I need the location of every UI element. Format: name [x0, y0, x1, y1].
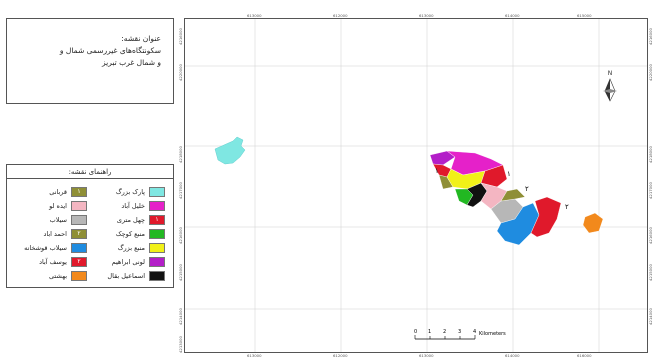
legend-title: راهنمای نقشه: — [68, 168, 112, 176]
legend-swatch: ۲ — [71, 229, 87, 239]
settlement-label-2a: ۲ — [525, 185, 529, 193]
scale-tick-0: 0 — [414, 329, 417, 335]
legend-swatch — [71, 271, 87, 281]
legend-swatch — [149, 257, 165, 267]
legend-label: قربانی — [49, 188, 67, 196]
x-tick-top-3: 614000 — [505, 13, 520, 18]
map-title-heading: عنوان نقشه: — [121, 34, 161, 43]
x-tick-bottom-1: 612000 — [333, 353, 348, 358]
scale-tick-2: 2 — [443, 329, 446, 335]
legend-item: منبع بزرگ — [87, 243, 165, 253]
legend-swatch — [71, 201, 87, 211]
x-tick-bottom-4: 616000 — [577, 353, 592, 358]
scale-tick-4: 4 — [473, 329, 476, 335]
y-tick-left-0: 4216000 — [178, 28, 183, 45]
legend-label: سیلاب — [49, 216, 67, 224]
legend-label: لونی ابراهیم — [111, 258, 145, 266]
y-tick-right-0: 4216000 — [648, 28, 653, 45]
north-arrow-label: N — [608, 70, 613, 77]
map-frame: ۱ ۱ ۲ ۲ N 0 1 2 3 4 Kilometers 613000 61 — [178, 13, 653, 358]
legend-item: سیلاب — [9, 215, 87, 225]
legend-swatch — [149, 229, 165, 239]
legend-swatch — [149, 243, 165, 253]
legend-label: یوسف آباد — [39, 258, 67, 266]
settlement-yousef-abad — [530, 196, 562, 238]
x-tick-top-1: 612000 — [333, 13, 348, 18]
legend-swatch: ۲ — [71, 257, 87, 267]
legend-item: خلیل آباد — [87, 201, 165, 211]
y-tick-left-5: 4215000 — [178, 264, 183, 281]
legend-swatch: ۱ — [71, 187, 87, 197]
scale-tick-1: 1 — [428, 329, 431, 335]
legend-label: ایده لو — [49, 202, 67, 210]
legend-item: سیلاب قوشخانه — [9, 243, 87, 253]
settlement-ahmad-abad — [500, 188, 526, 202]
legend-item: پارک بزرگ — [87, 187, 165, 197]
settlement-chehel-metri-2 — [480, 164, 508, 188]
y-tick-left-7: 4213000 — [178, 336, 183, 353]
legend-item: ۲ یوسف آباد — [9, 257, 87, 267]
settlement-lavi-ebrahim — [429, 150, 456, 166]
y-tick-left-4: 4216000 — [178, 227, 183, 244]
x-tick-top-2: 613000 — [419, 13, 434, 18]
settlement-beheshti — [582, 212, 604, 234]
legend-label: منبع کوچک — [115, 230, 145, 238]
y-tick-right-1: 4220000 — [648, 64, 653, 81]
y-tick-right-3: 4217000 — [648, 182, 653, 199]
legend-item: بهشتی — [9, 271, 87, 281]
legend-label: پارک بزرگ — [115, 188, 145, 196]
y-tick-left-2: 4218000 — [178, 146, 183, 163]
scale-tick-3: 3 — [458, 329, 461, 335]
y-tick-right-6: 4214000 — [648, 308, 653, 325]
legend-label: چهل متری — [116, 216, 145, 224]
y-tick-left-6: 4214000 — [178, 308, 183, 325]
x-tick-bottom-3: 614000 — [505, 353, 520, 358]
legend-item: ایده لو — [9, 201, 87, 211]
legend-item: ۲ احمد اباد — [9, 229, 87, 239]
x-tick-bottom-0: 613000 — [247, 353, 262, 358]
legend-label: منبع بزرگ — [117, 244, 145, 252]
legend-label: خلیل آباد — [121, 202, 145, 210]
x-tick-top-0: 613000 — [247, 13, 262, 18]
map-legend: راهنمای نقشه: پارک بزرگ ۱ قربانی خلیل آباد ا… — [6, 164, 174, 288]
legend-item: منبع کوچک — [87, 229, 165, 239]
settlement-label-1b: ۱ — [507, 170, 511, 178]
y-tick-left-3: 4217000 — [178, 182, 183, 199]
y-tick-right-4: 4216000 — [648, 227, 653, 244]
legend-divider — [7, 178, 173, 179]
map-title-box: عنوان نقشه: سکونتگاه‌های غیررسمی شمال و … — [6, 18, 174, 104]
legend-item: لونی ابراهیم — [87, 257, 165, 267]
legend-label: سیلاب قوشخانه — [24, 244, 67, 252]
legend-swatch — [149, 271, 165, 281]
legend-swatch — [149, 187, 165, 197]
legend-swatch — [149, 201, 165, 211]
north-arrow-icon: N — [603, 70, 617, 102]
settlement-label-2b: ۲ — [565, 203, 569, 211]
y-tick-right-5: 4215000 — [648, 264, 653, 281]
y-tick-left-1: 4220000 — [178, 64, 183, 81]
map-title-line-2: و شمال غرب تبریز — [102, 58, 161, 67]
settlement-label-1a: ۱ — [435, 167, 439, 175]
scale-unit: Kilometers — [479, 331, 506, 337]
legend-item: اسماعیل بقال — [87, 271, 165, 281]
map-title-line-1: سکونتگاه‌های غیررسمی شمال و — [59, 46, 161, 55]
legend-item: ۱ قربانی — [9, 187, 87, 197]
map-canvas: ۱ ۱ ۲ ۲ N 0 1 2 3 4 Kilometers — [185, 19, 647, 352]
x-tick-bottom-2: 613000 — [419, 353, 434, 358]
legend-label: بهشتی — [49, 272, 67, 280]
legend-swatch: ۱ — [149, 215, 165, 225]
legend-item: ۱ چهل متری — [87, 215, 165, 225]
y-tick-right-2: 4218000 — [648, 146, 653, 163]
settlement-cluster — [429, 150, 562, 246]
legend-label: اسماعیل بقال — [107, 272, 145, 280]
x-tick-top-4: 615000 — [577, 13, 592, 18]
scale-bar: 0 1 2 3 4 Kilometers — [414, 329, 506, 340]
settlement-park-bozorg — [214, 136, 246, 165]
legend-label: احمد اباد — [43, 230, 67, 238]
graticule — [185, 19, 647, 352]
legend-swatch — [71, 243, 87, 253]
legend-swatch — [71, 215, 87, 225]
